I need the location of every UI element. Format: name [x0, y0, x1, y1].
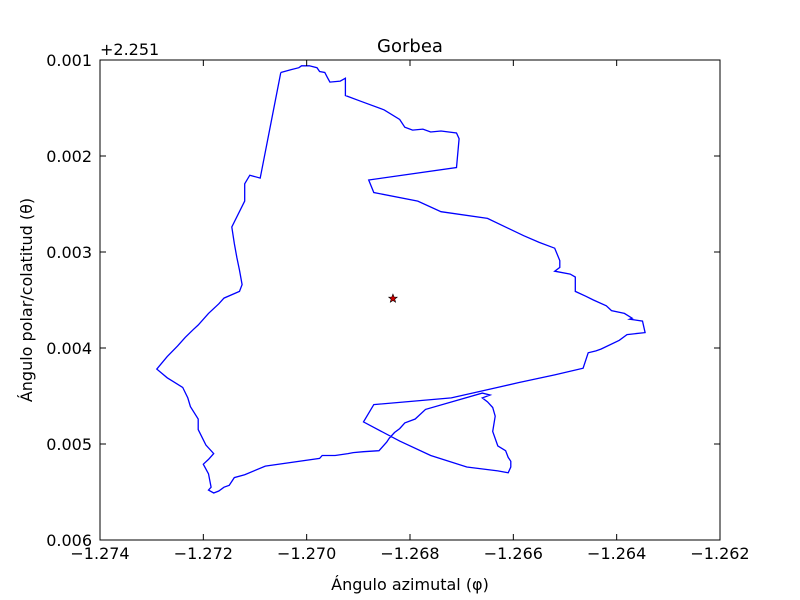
y-tick-label: 0.004 [46, 339, 92, 358]
y-tick-label: 0.006 [46, 531, 92, 550]
y-offset-label: +2.251 [100, 40, 159, 59]
y-axis-ticks: 0.001 0.002 0.003 0.004 0.005 0.006 [46, 51, 720, 550]
x-tick-label: −1.272 [174, 544, 233, 563]
y-tick-label: 0.003 [46, 243, 92, 262]
x-tick-label: −1.270 [277, 544, 336, 563]
boundary-line [155, 65, 646, 494]
x-axis-ticks: −1.274 −1.272 −1.270 −1.268 −1.266 −1.264 −1.2… [70, 60, 750, 563]
x-tick-label: −1.264 [587, 544, 646, 563]
x-axis-label: Ángulo azimutal (φ) [331, 575, 489, 594]
y-tick-label: 0.001 [46, 51, 92, 70]
x-tick-label: −1.274 [70, 544, 129, 563]
y-tick-label: 0.005 [46, 435, 92, 454]
center-star-marker [387, 293, 399, 303]
x-tick-label: −1.266 [484, 544, 543, 563]
x-tick-label: −1.268 [380, 544, 439, 563]
x-tick-label: −1.262 [690, 544, 749, 563]
y-axis-label: Ángulo polar/colatitud (θ) [17, 198, 36, 402]
chart-title: Gorbea [377, 36, 443, 57]
plot-area [155, 65, 646, 494]
y-tick-label: 0.002 [46, 147, 92, 166]
axes-frame [99, 59, 721, 541]
